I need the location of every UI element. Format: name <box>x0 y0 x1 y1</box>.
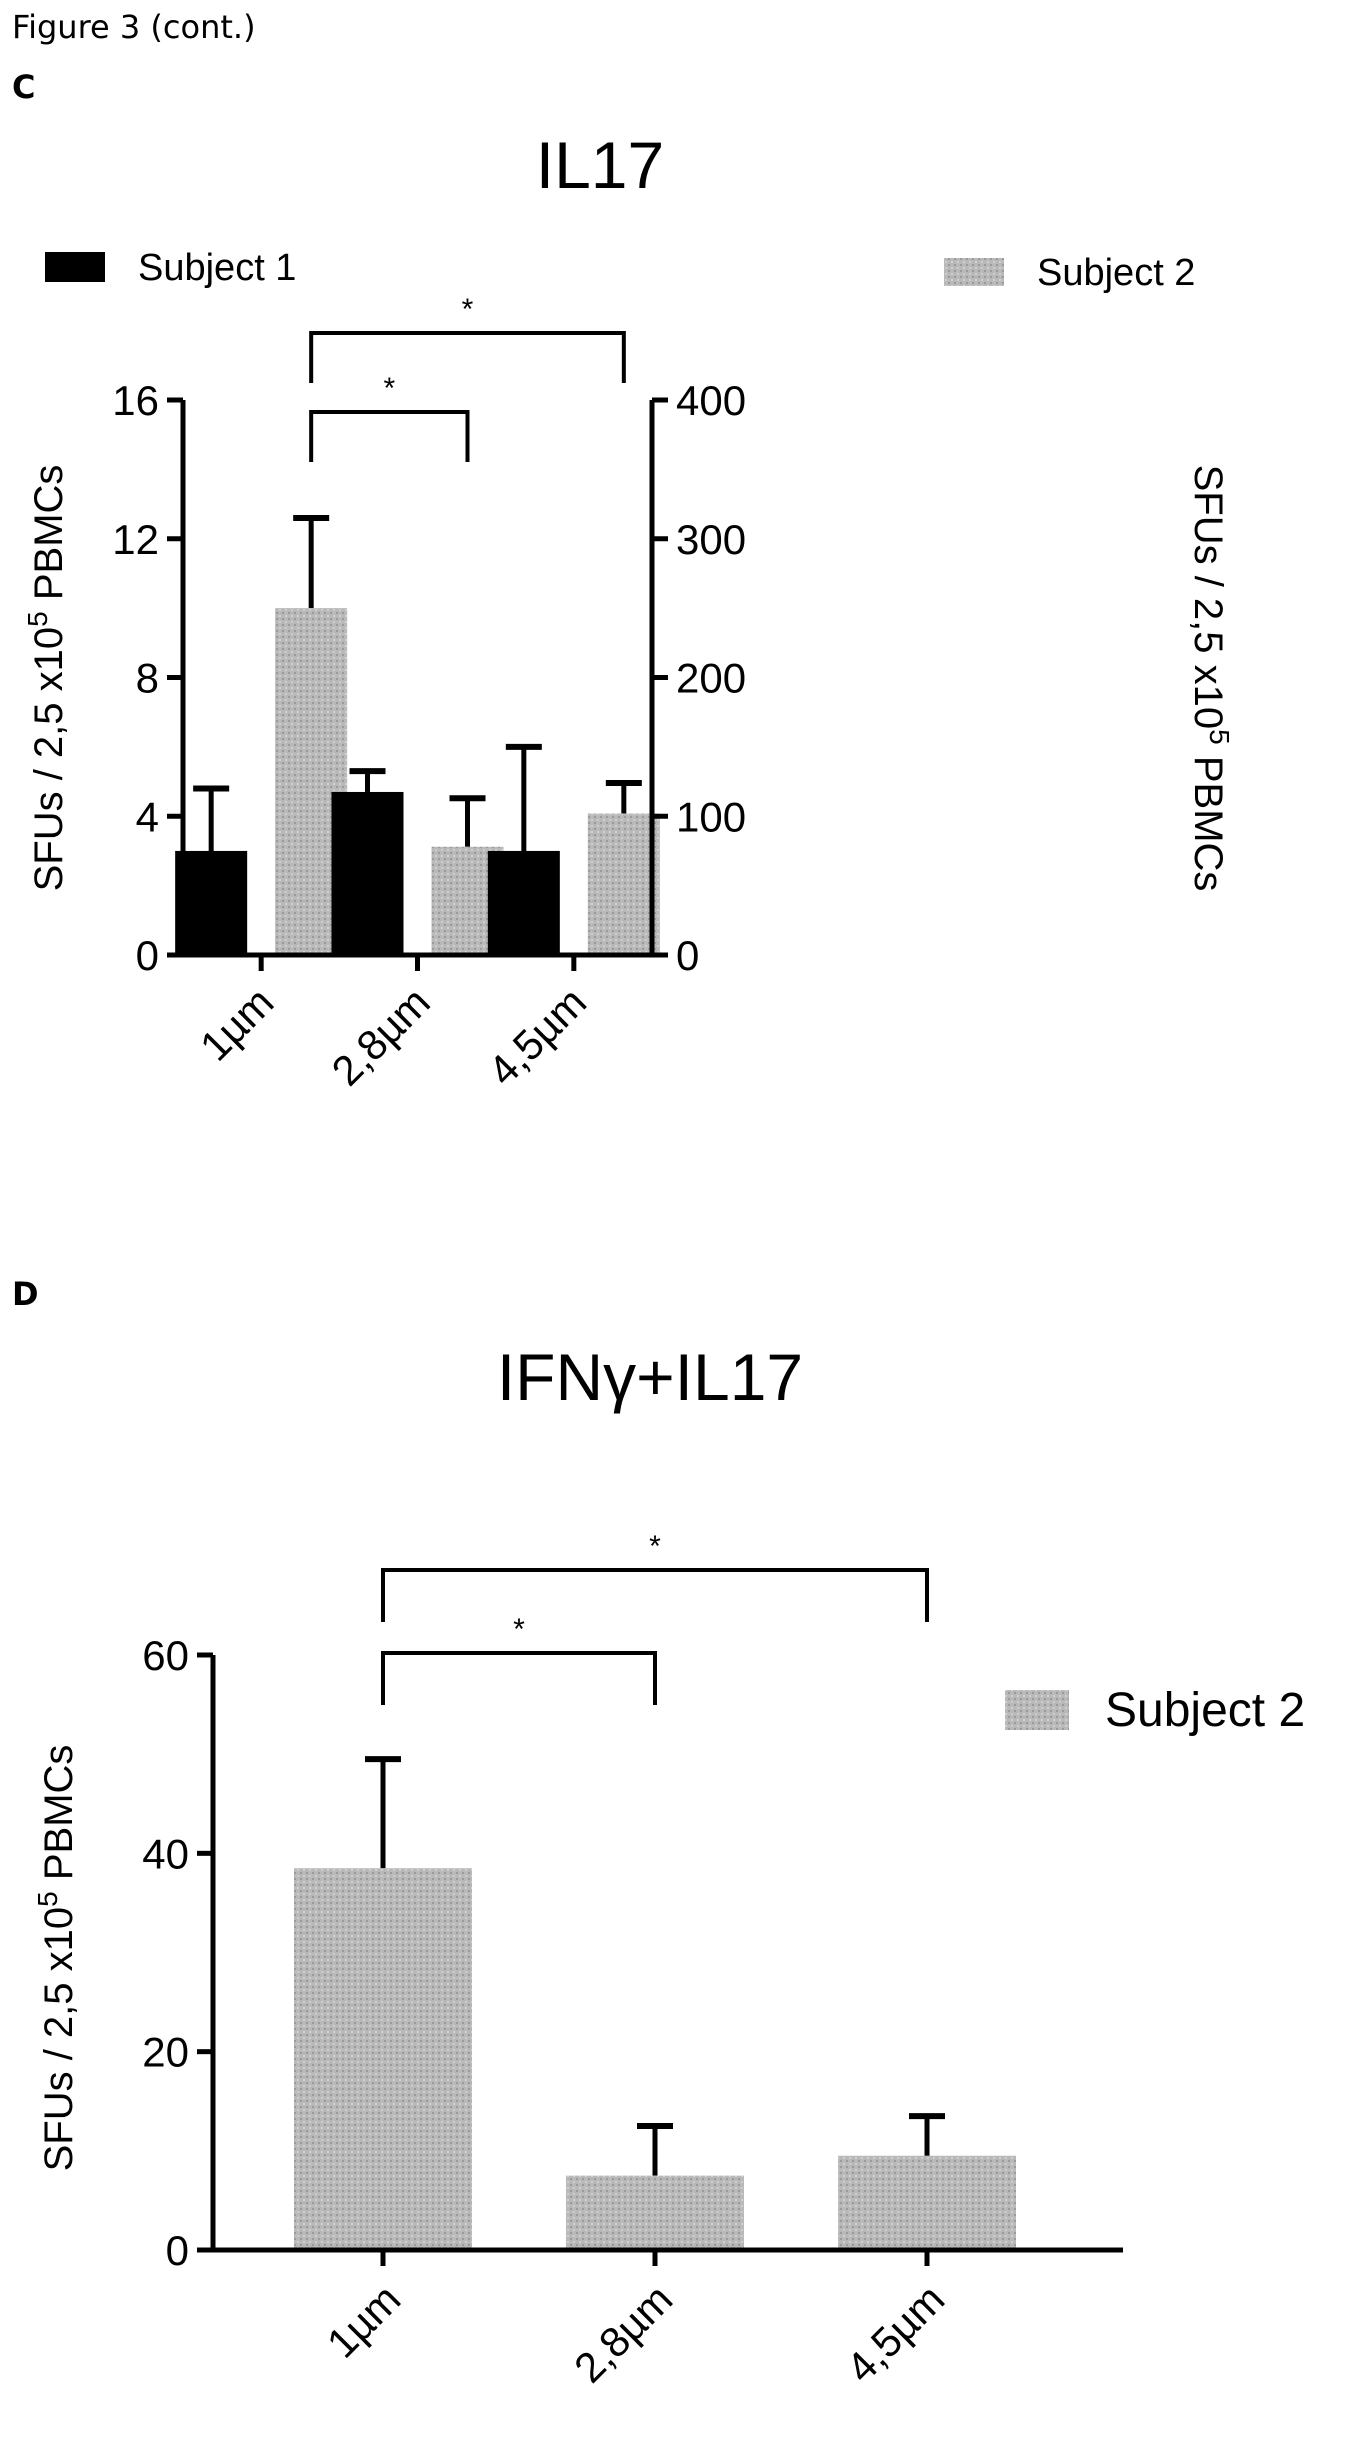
bar-subject-1 <box>331 791 404 955</box>
significance-bracket <box>381 1568 929 1622</box>
legend-swatch-subject-2 <box>1005 1690 1069 1730</box>
x-tick-label: 4,5µm <box>837 2275 953 2391</box>
axes: 0 4 8 12 16 0 100 200 300 400 1µm 2,8µm 4,5µm SFUs / … <box>22 377 1236 1095</box>
axes: 0 20 40 60 1µm 2,8µm 4,5µm SFUs / 2,5 x105 PBMC… <box>32 1632 1123 2392</box>
y-tick-label: 40 <box>142 1830 189 1877</box>
y-axis-label-left: SFUs / 2,5 x105 PBMCs <box>22 465 72 892</box>
y-tick-label-left: 16 <box>112 377 159 424</box>
y-axis-label: SFUs / 2,5 x105 PBMCs <box>32 1745 82 2172</box>
y-tick-label-right: 300 <box>676 516 746 563</box>
y-axis-label-right: SFUs / 2,5 x105 PBMCs <box>1186 465 1236 892</box>
figure-caption: Figure 3 (cont.) <box>12 8 256 46</box>
y-tick-label-left: 0 <box>136 932 159 979</box>
y-tick-label-left: 8 <box>136 655 159 702</box>
significance-brackets: ** <box>309 293 626 462</box>
bar-subject-1 <box>487 850 560 955</box>
significance-bracket <box>381 1651 657 1705</box>
significance-star: * <box>649 1530 661 1563</box>
bars <box>175 514 660 955</box>
bar-subject-1 <box>175 850 248 955</box>
x-tick-label: 4,5µm <box>479 978 595 1094</box>
significance-brackets: ** <box>381 1530 929 1705</box>
y-tick-label-left: 12 <box>112 516 159 563</box>
x-tick-label: 2,8µm <box>565 2275 681 2391</box>
significance-bracket <box>309 331 626 383</box>
x-tick-label: 1µm <box>191 978 283 1070</box>
legend-label-subject-1: Subject 1 <box>138 247 296 289</box>
il17-chart: IL17 Subject 1 Subject 2 ** 0481216010020… <box>22 128 1236 1095</box>
y-tick-label-right: 400 <box>676 377 746 424</box>
significance-star: * <box>383 372 395 405</box>
legend: Subject 1 Subject 2 <box>45 247 1195 294</box>
legend-swatch-subject-1 <box>45 252 105 282</box>
y-tick-label: 60 <box>142 1632 189 1679</box>
y-tick-label-right: 0 <box>676 932 699 979</box>
significance-bracket <box>309 410 470 462</box>
bar-subject-2 <box>587 813 660 955</box>
bar-subject-2 <box>566 2175 744 2250</box>
x-tick-label: 2,8µm <box>322 978 438 1094</box>
y-tick-label-left: 4 <box>136 793 159 840</box>
significance-star: * <box>462 293 474 326</box>
chart-title: IFNγ+IL17 <box>497 1340 803 1414</box>
bars <box>294 1756 1016 2250</box>
y-tick-label-right: 200 <box>676 655 746 702</box>
y-tick-label: 20 <box>142 2029 189 2076</box>
legend-swatch-subject-2 <box>944 258 1004 286</box>
bar-subject-2 <box>838 2155 1016 2250</box>
bar-subject-2 <box>294 1868 472 2250</box>
panel-c-label: C <box>12 68 36 106</box>
y-tick-label: 0 <box>166 2227 189 2274</box>
legend: Subject 2 <box>1005 1684 1305 1737</box>
x-tick-label: 1µm <box>318 2275 410 2367</box>
legend-label-subject-2: Subject 2 <box>1037 252 1195 294</box>
significance-star: * <box>513 1613 525 1646</box>
chart-title: IL17 <box>536 128 664 202</box>
legend-label-subject-2: Subject 2 <box>1105 1684 1305 1737</box>
y-tick-label-right: 100 <box>676 793 746 840</box>
panel-d-label: D <box>12 1275 39 1313</box>
